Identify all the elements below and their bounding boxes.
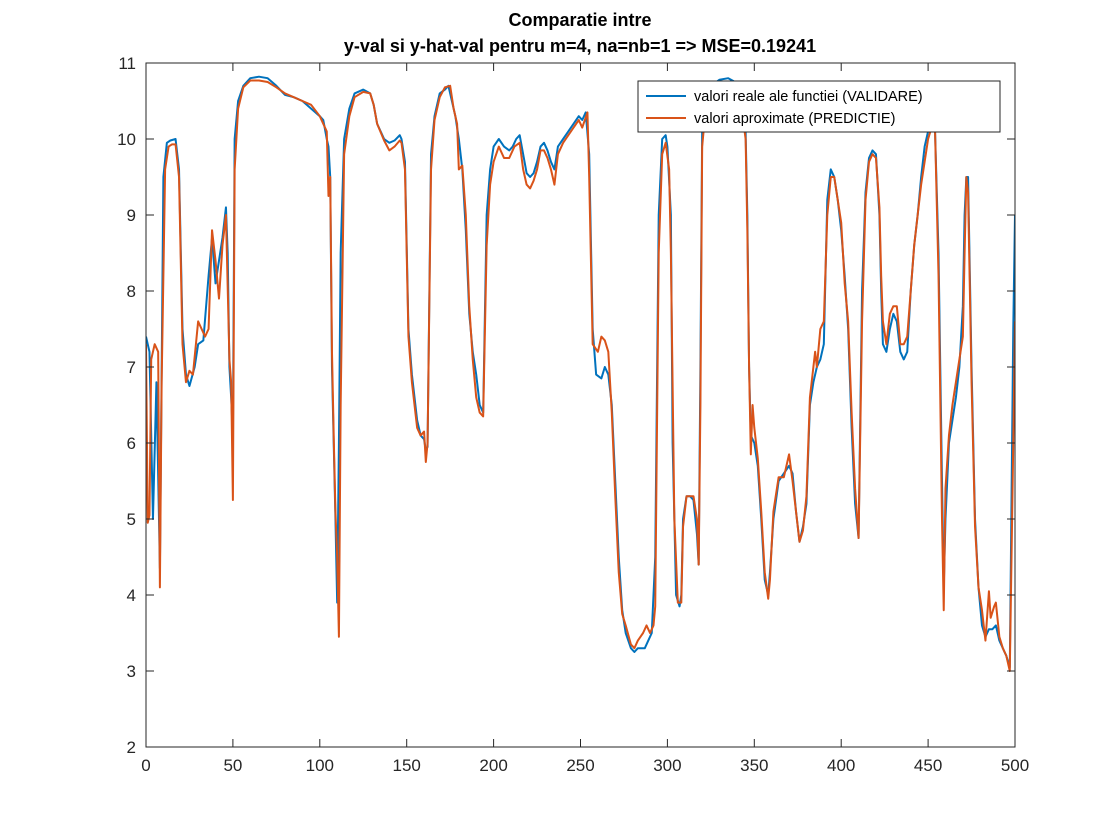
y-tick-label: 8 (127, 282, 136, 301)
plot-area: 0 50 100 150 200 250 300 350 400 450 500 2 3 4 5 6 7 8 9 10… (117, 54, 1029, 775)
y-tick-label: 5 (127, 510, 136, 529)
chart-title-line-1: Comparatie intre (508, 10, 651, 30)
y-tick-label: 9 (127, 206, 136, 225)
x-tick-label: 200 (479, 756, 507, 775)
y-tick-label: 10 (117, 130, 136, 149)
legend: valori reale ale functiei (VALIDARE) valo… (637, 80, 1001, 133)
x-tick-label: 100 (306, 756, 334, 775)
x-tick-label: 350 (740, 756, 768, 775)
x-tick-label: 300 (653, 756, 681, 775)
x-tick-label: 400 (827, 756, 855, 775)
y-tick-label: 6 (127, 434, 136, 453)
y-tick-label: 3 (127, 662, 136, 681)
x-tick-label: 500 (1001, 756, 1029, 775)
x-tick-label: 450 (914, 756, 942, 775)
x-tick-label: 150 (393, 756, 421, 775)
y-tick-label: 7 (127, 358, 136, 377)
y-tick-label: 2 (127, 738, 136, 757)
x-tick-label: 250 (566, 756, 594, 775)
legend-label-2: valori aproximate (PREDICTIE) (694, 111, 895, 127)
legend-box (637, 80, 1001, 133)
x-tick-label: 0 (141, 756, 150, 775)
y-tick-label: 11 (118, 54, 136, 73)
x-tick-label: 50 (223, 756, 242, 775)
y-tick-label: 4 (127, 586, 136, 605)
legend-label-1: valori reale ale functiei (VALIDARE) (694, 89, 923, 105)
axes-background (146, 63, 1015, 747)
series-line-2 (146, 79, 1015, 672)
chart-title-line-2: y-val si y-hat-val pentru m=4, na=nb=1 =… (344, 36, 816, 56)
